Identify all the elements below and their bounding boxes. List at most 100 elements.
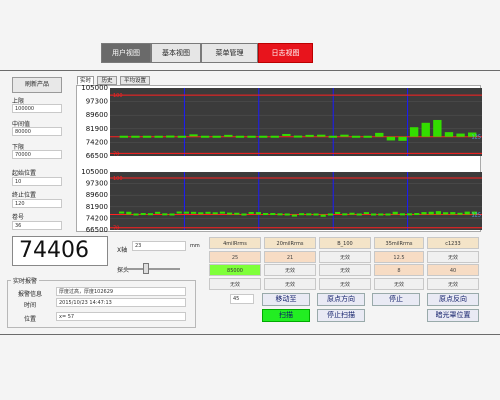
probe-slider-thumb[interactable] [143,263,149,274]
chart-bar [375,132,384,137]
move-to-button[interactable]: 移动至 [262,293,310,306]
y-tick-label: 66500 [86,226,108,234]
tab-history[interactable]: 历史 [97,76,117,85]
start-position-field[interactable]: 10 [12,177,62,186]
chart-bar [140,213,146,216]
chart-bar [154,135,163,138]
stop-scan-button[interactable]: 停止扫描 [317,309,365,322]
tab-log-view[interactable]: 日志视图 [258,43,313,63]
alarm-info-field[interactable]: 厚度过高，厚度102629 [56,287,186,296]
dark-slot-position-button[interactable]: 暗光罩位置 [427,309,479,322]
chart-bar [428,211,434,215]
grid-cell[interactable]: 25 [209,251,261,263]
chart-bar [385,213,391,216]
chart-bar [177,135,187,138]
limit-label: 100 [113,93,123,99]
roll-number-field[interactable]: 36 [12,221,62,230]
upper-limit-field[interactable]: 100000 [12,104,62,113]
chart-bar [320,214,326,217]
stop-button[interactable]: 停止 [372,293,420,306]
chart-bar [270,135,279,138]
chart-bar [119,135,128,138]
chart-bar [305,134,314,137]
grid-cell[interactable]: 无效 [427,278,479,290]
chart-bar [277,213,283,216]
chart-bar [317,134,326,137]
tab-menu-management[interactable]: 菜单管理 [201,43,258,63]
grid-cell[interactable]: 无效 [264,278,316,290]
chart-bar [392,211,398,215]
chart-bar [363,135,372,138]
x-axis-label: X轴 [117,247,128,254]
chart-bar [241,213,247,216]
mid-value-field[interactable]: 80000 [12,127,62,136]
origin-reverse-button[interactable]: 原点反向 [427,293,479,306]
chart-bar [212,212,218,215]
y-tick-label: 74200 [86,214,108,222]
chart-bar [270,213,276,216]
chart-bar [363,212,369,215]
move-target-input[interactable]: 45 [230,294,254,304]
chart-bar [255,212,261,215]
end-position-label: 终止位置 [12,192,37,199]
grid-header: B_100 [319,237,371,249]
tab-user-view[interactable]: 用户视图 [101,43,151,63]
grid-cell[interactable]: 85000 [209,264,261,276]
grid-cell[interactable]: 21 [264,251,316,263]
chart-bar [282,133,291,136]
y-tick-label: 105000 [81,84,108,92]
chart-bar [313,213,319,216]
chart-bar [398,136,407,141]
alarm-time-field[interactable]: 2015/10/23 14:47:13 [56,298,186,307]
chart-bar [235,135,245,138]
grid-cell[interactable]: 无效 [427,251,479,263]
alarm-position-field[interactable]: x= 57 [56,312,186,321]
chart-bar [444,132,454,137]
chart-bar [340,134,349,137]
chart-bar [407,213,413,216]
x-end-label: 125 [471,212,481,218]
chart-bar [189,134,198,137]
y-tick-label: 105000 [81,168,108,176]
chart-bar [142,135,152,138]
chart-bar [133,213,139,216]
chart-bar [421,122,430,137]
grid-cell[interactable]: 无效 [264,264,316,276]
tab-basic-view[interactable]: 基本视图 [151,43,201,63]
scan-button[interactable]: 扫描 [262,309,310,322]
lower-limit-label: 下限 [12,144,25,151]
x-axis-field[interactable]: 23 [132,241,186,251]
grid-cell[interactable]: 12.5 [374,251,424,263]
grid-cell[interactable]: 8 [374,264,424,276]
realtime-alarm-title: 实时报警 [11,276,40,285]
chart-bar [468,132,477,137]
end-position-field[interactable]: 120 [12,199,62,208]
grid-cell[interactable]: 无效 [319,264,371,276]
probe-label: 探头 [117,267,130,274]
origin-direction-button[interactable]: 原点方向 [317,293,365,306]
grid-cell[interactable]: 无效 [209,278,261,290]
chart-bar [378,213,384,216]
grid-cell[interactable]: 无效 [319,251,371,263]
y-tick-label: 81900 [86,125,108,133]
grid-cell[interactable]: 无效 [319,278,371,290]
tab-realtime[interactable]: 实时 [77,76,94,85]
limit-label: 100 [113,176,123,182]
lower-limit-field[interactable]: 70000 [12,150,62,159]
chart-bar [356,213,362,216]
plot-area [110,172,482,230]
grid-cell[interactable]: 40 [427,264,479,276]
chart-bar [435,211,441,215]
refresh-product-button[interactable]: 刷新产品 [12,77,62,93]
chart-bar [443,212,449,215]
chart-bar [342,213,348,216]
mid-value-label: 中间值 [12,121,31,128]
tab-average-settings[interactable]: 平均设置 [120,76,150,85]
plot-area [110,88,482,156]
chart-bar [224,134,233,137]
grid-cell[interactable]: 无效 [374,278,424,290]
chart-bar [299,213,305,216]
chart-bar [293,135,303,138]
probe-slider-track[interactable] [125,268,180,270]
